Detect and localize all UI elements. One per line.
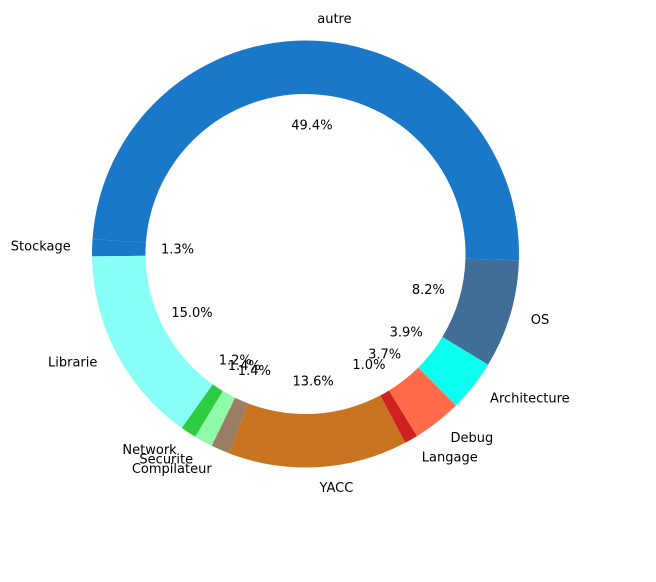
- slice-percent-os: 8.2%: [412, 283, 445, 298]
- slice-percent-librarie: 15.0%: [171, 306, 212, 321]
- slice-langage: [380, 390, 417, 443]
- slice-label-autre: autre: [317, 12, 351, 27]
- slices-group: [91, 40, 519, 468]
- labels-group: autre 49.4% Stockage 1.3% Librarie 15.0% Netwo…: [11, 12, 570, 496]
- slice-percent-network: 1.2%: [219, 354, 252, 369]
- slice-label-architecture: Architecture: [490, 392, 570, 407]
- slice-label-debug: Debug: [451, 431, 494, 446]
- slice-librarie: [92, 255, 213, 428]
- slice-percent-compilateur: 1.4%: [238, 364, 271, 379]
- slice-label-network: Network: [122, 443, 177, 458]
- slice-stockage: [91, 238, 146, 257]
- slice-label-compilateur: Compilateur: [132, 462, 212, 477]
- slice-label-stockage: Stockage: [11, 240, 71, 255]
- slice-percent-yacc: 13.6%: [292, 374, 333, 389]
- slice-architecture: [418, 336, 489, 406]
- slice-debug: [389, 367, 456, 437]
- slice-percent-architecture: 3.9%: [390, 326, 423, 341]
- slice-percent-stockage: 1.3%: [161, 243, 194, 258]
- slice-network: [181, 384, 223, 437]
- slice-label-yacc: YACC: [319, 481, 354, 496]
- slice-compilateur: [211, 397, 249, 454]
- slice-autre: [92, 40, 519, 261]
- slice-percent-debug: 3.7%: [368, 347, 401, 362]
- slice-label-securite: Securite: [139, 453, 193, 468]
- slice-yacc: [228, 395, 406, 468]
- slice-label-langage: Langage: [422, 451, 478, 466]
- slice-label-os: OS: [531, 313, 549, 328]
- slice-percent-langage: 1.0%: [352, 358, 385, 373]
- slice-percent-autre: 49.4%: [291, 119, 332, 134]
- slice-securite: [195, 391, 236, 446]
- slice-percent-securite: 1.4%: [228, 359, 261, 374]
- slice-label-librarie: Librarie: [48, 355, 97, 370]
- slice-os: [442, 258, 519, 365]
